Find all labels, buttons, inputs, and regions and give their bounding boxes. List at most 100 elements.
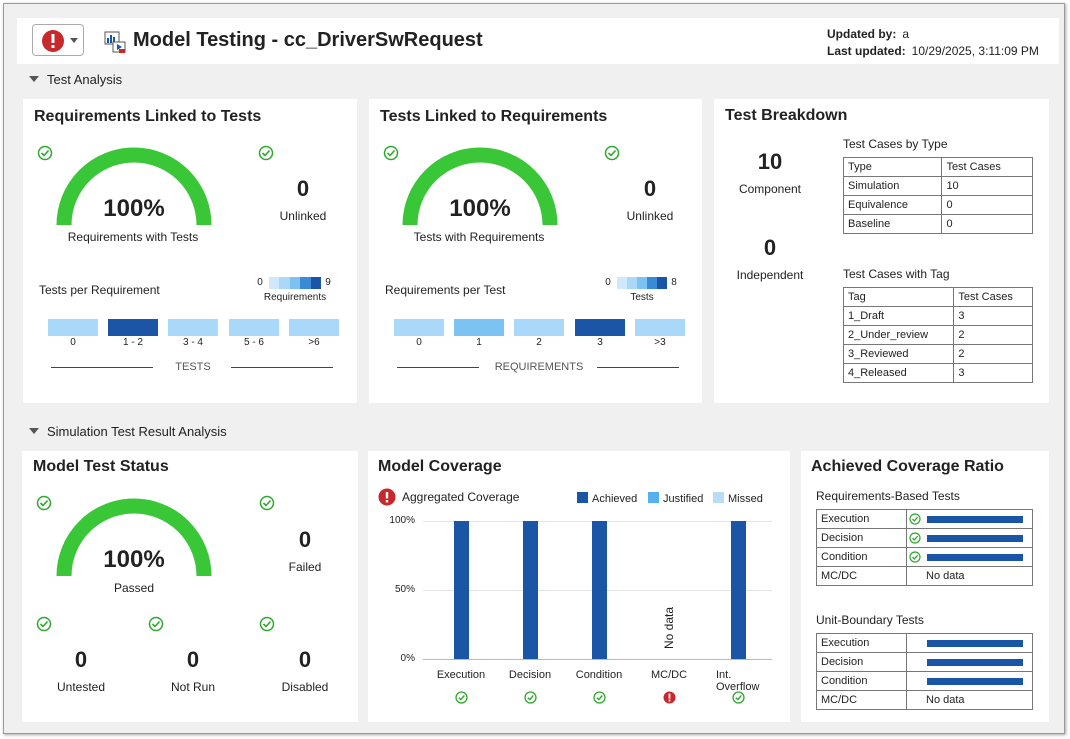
table-row[interactable]: MC/DC No data [816,690,1033,710]
notrun-count[interactable]: 0 [186,647,200,672]
ratio-bar [927,678,1023,685]
bin-label: 1 - 2 [122,337,143,348]
legend-item: Achieved [577,492,637,505]
table-row[interactable]: Simulation 10 [842,176,1033,196]
table-row[interactable]: MC/DC No data [816,566,1033,586]
disabled-label: Disabled [281,680,329,694]
histogram-bin[interactable] [289,319,339,336]
histogram-title: Tests per Requirement [39,283,160,297]
pass-check-icon [455,691,468,704]
metric-cell: Execution [816,633,907,653]
coverage-bar[interactable] [523,521,538,659]
table-row[interactable]: 1_Draft 3 [842,306,1033,326]
ratio-cell [906,652,1033,672]
ratio-bar [927,659,1023,666]
coverage-bar[interactable] [731,521,746,659]
table-row[interactable]: Decision [816,652,1033,672]
component-count[interactable]: 10 [757,149,783,174]
failed-count[interactable]: 0 [298,527,312,552]
gauge-percent: 100% [449,195,511,222]
ratio-cell: No data [906,690,1033,710]
ratio-cell: No data [906,566,1033,586]
table-row[interactable]: 3_Reviewed 2 [842,344,1033,364]
unlinked-count[interactable]: 0 [643,176,657,201]
histogram-bin[interactable] [48,319,98,336]
last-updated-label: Last updated: [827,44,906,58]
table-row[interactable]: 4_Released 3 [842,363,1033,383]
independent-count[interactable]: 0 [763,235,777,260]
bin-label: 3 - 4 [182,337,203,348]
histogram-bin[interactable] [394,319,444,336]
histogram-bin[interactable] [575,319,625,336]
section-toggle-test-analysis[interactable]: Test Analysis [29,72,122,87]
histogram-bin[interactable] [108,319,158,336]
legend-swatch [713,492,724,503]
legend-min: 0 [257,277,263,288]
ratio-bar [927,640,1023,647]
pass-check-icon [148,616,164,632]
table-header-row: Type Test Cases [842,157,1033,177]
gauge-percent: 100% [103,195,165,222]
pass-check-icon [732,691,745,704]
by-type-title: Test Cases by Type [843,137,948,151]
ratio-cell [906,633,1033,653]
table-row[interactable]: Baseline 0 [842,214,1033,234]
ratio-cell [906,528,1033,548]
table-cell: 3 [953,363,1033,383]
table-row[interactable]: 2_Under_review 2 [842,325,1033,345]
independent-label: Independent [736,268,804,282]
section-toggle-simulation-analysis[interactable]: Simulation Test Result Analysis [29,424,227,439]
legend-label: Justified [663,493,704,505]
axis-line [231,367,333,368]
pass-check-icon [604,145,620,161]
table-row[interactable]: Condition [816,547,1033,567]
histogram-bin[interactable] [229,319,279,336]
table-row[interactable]: Equivalence 0 [842,195,1033,215]
table-row[interactable]: Decision [816,528,1033,548]
card-title: Tests Linked to Requirements [380,108,608,125]
card-title: Achieved Coverage Ratio [811,458,1004,475]
unit-boundary-title: Unit-Boundary Tests [816,613,924,627]
histogram-bin[interactable] [168,319,218,336]
requirements-linked-card: Requirements Linked to Tests 100% Requir… [23,99,357,403]
page-title: Model Testing - cc_DriverSwRequest [133,29,483,51]
coverage-bar[interactable] [454,521,469,659]
req-based-title: Requirements-Based Tests [816,489,960,503]
legend-label: Achieved [592,493,638,505]
axis-line [597,367,679,368]
requirements-gauge [56,147,212,226]
metric-cell: Decision [816,652,907,672]
table-row[interactable]: Execution [816,509,1033,529]
histogram-bin[interactable] [454,319,504,336]
histogram-bin[interactable] [635,319,685,336]
unlinked-count[interactable]: 0 [296,176,310,201]
legend-max: 9 [325,277,331,288]
untested-count[interactable]: 0 [74,647,88,672]
metric-cell: Execution [816,509,907,529]
last-updated-value: 10/29/2025, 3:11:09 PM [911,44,1039,58]
update-info: Updated by: a Last updated: 10/29/2025, 3:… [827,26,1039,60]
disabled-count[interactable]: 0 [298,647,312,672]
pass-check-icon [593,691,606,704]
metric-cell: Condition [816,671,907,691]
table-header: Type [842,157,943,177]
chevron-down-icon [70,38,78,43]
coverage-bar[interactable] [592,521,607,659]
updated-by-value: a [902,27,910,41]
table-cell: 2_Under_review [842,325,955,345]
gauge-percent: 100% [103,546,165,573]
model-testing-dashboard-icon [104,31,126,53]
axis-label: TESTS [175,361,211,373]
axis-line [397,367,479,368]
ratio-bar [927,554,1023,561]
histogram-bin[interactable] [514,319,564,336]
pass-check-icon [909,551,921,563]
x-tick-label: Condition [575,669,623,681]
alerts-dropdown-button[interactable] [32,24,84,56]
table-row[interactable]: Condition [816,671,1033,691]
table-cell: 3_Reviewed [842,344,955,364]
table-row[interactable]: Execution [816,633,1033,653]
table-cell: 1_Draft [842,306,955,326]
metric-cell: Condition [816,547,907,567]
table-cell: 0 [941,195,1033,215]
